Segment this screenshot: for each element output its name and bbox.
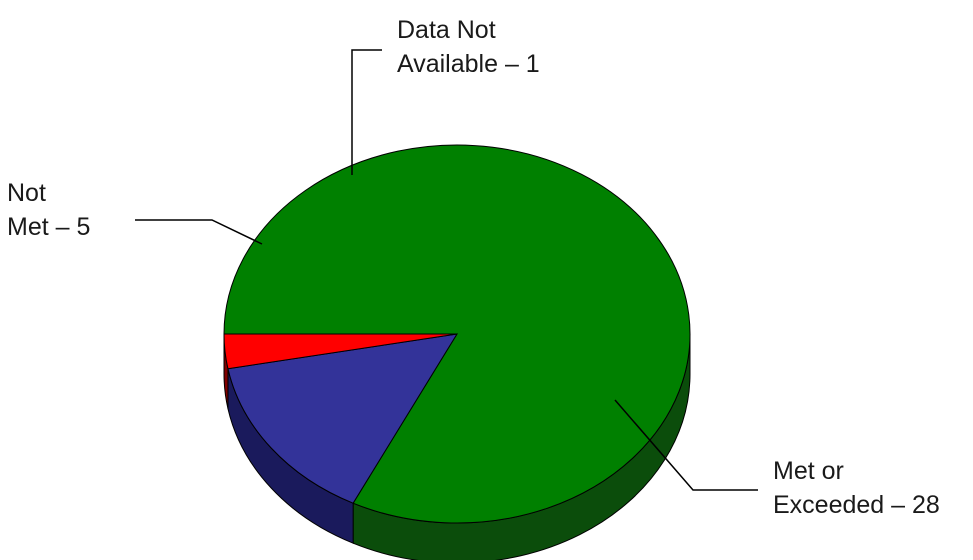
leader-line-not-met	[135, 219, 263, 245]
pie-top-layer	[223, 144, 691, 524]
leader-line-met	[614, 399, 758, 491]
leader-line-data-na	[351, 49, 382, 175]
leader-lines	[135, 49, 758, 491]
slice-label-not-met-line2: Met – 5	[7, 213, 90, 241]
slice-label-met-line2: Exceeded – 28	[773, 491, 940, 519]
pie-slice-data-not-available-1	[223, 333, 458, 370]
slice-label-met-line1: Met or	[773, 457, 844, 485]
slice-label-data-na-line2: Available – 1	[397, 50, 540, 78]
slice-label-not-met-line1: Not	[7, 179, 46, 207]
slice-label-data-na-line1: Data Not	[397, 16, 496, 44]
pie-slice-not-met-5	[227, 333, 458, 504]
